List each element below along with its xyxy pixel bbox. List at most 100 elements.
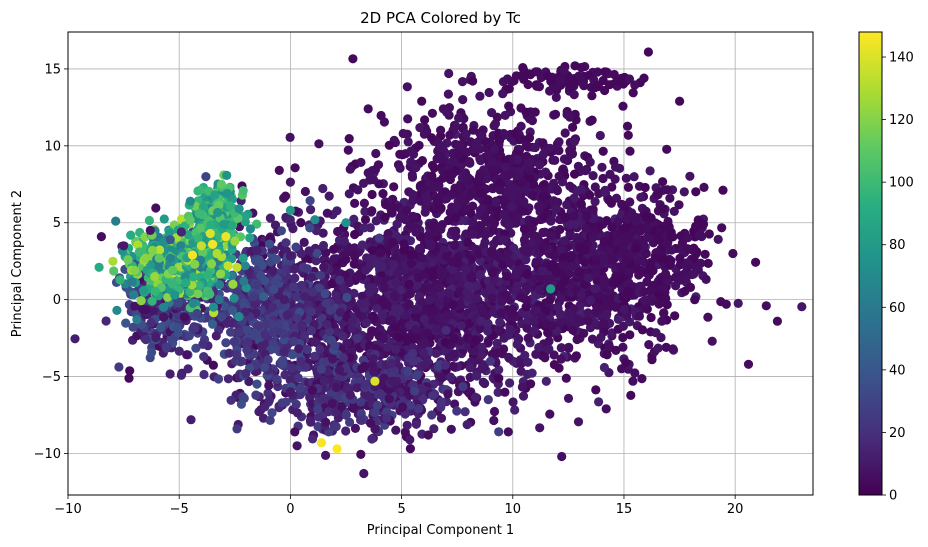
cloud-point: [451, 165, 461, 176]
cloud-point: [495, 317, 505, 327]
cloud-point: [289, 336, 299, 346]
cloud-point: [324, 406, 334, 416]
cloud-point: [114, 362, 124, 372]
cloud-point: [563, 393, 574, 403]
cloud-point: [499, 333, 509, 343]
cloud-point: [124, 373, 134, 383]
cloud-point: [403, 114, 413, 124]
cloud-point: [370, 408, 380, 418]
cloud-point: [487, 349, 497, 359]
cloud-point: [325, 326, 335, 336]
cloud-point: [601, 188, 611, 198]
cloud-point: [321, 298, 331, 308]
cloud-point: [556, 354, 566, 364]
cloud-point: [487, 157, 497, 167]
cloud-point: [140, 253, 150, 263]
cloud-point: [365, 287, 375, 298]
cloud-point: [296, 357, 306, 367]
cloud-point: [530, 107, 540, 117]
cloud-point: [452, 201, 462, 211]
cloud-point: [307, 385, 317, 395]
cloud-point: [300, 292, 310, 302]
cloud-point: [415, 243, 425, 253]
cloud-point: [267, 302, 278, 312]
cloud-point: [590, 284, 600, 294]
cloud-point: [594, 397, 604, 407]
cloud-point: [544, 344, 554, 354]
cloud-point: [305, 416, 316, 426]
cloud-point: [440, 360, 450, 370]
cloud-point: [458, 95, 468, 105]
cloud-point: [432, 324, 442, 334]
cloud-point: [194, 281, 204, 291]
cloud-point: [590, 269, 601, 279]
cloud-point: [477, 130, 487, 141]
cloud-point: [662, 144, 672, 154]
cloud-point: [318, 394, 328, 404]
cloud-point: [268, 327, 278, 337]
cloud-point: [179, 312, 189, 322]
cloud-point: [523, 333, 533, 343]
cloud-point: [431, 348, 441, 358]
cloud-point: [174, 298, 184, 308]
cloud-point: [402, 420, 412, 430]
cloud-point: [435, 269, 445, 279]
cloud-point: [458, 381, 468, 392]
cloud-point: [434, 313, 444, 323]
cloud-point: [269, 284, 279, 294]
cloud-point: [520, 350, 530, 360]
cloud-point: [404, 299, 414, 309]
cloud-point: [555, 224, 565, 235]
cloud-point: [600, 279, 610, 289]
cloud-point: [540, 227, 550, 237]
cloud-point: [312, 248, 322, 258]
cloud-point: [313, 306, 323, 316]
cloud-point: [679, 187, 689, 197]
cloud-point: [471, 139, 481, 149]
cloud-point: [478, 203, 488, 213]
cloud-point: [572, 334, 582, 345]
cloud-point: [321, 247, 331, 258]
cloud-point: [174, 346, 184, 356]
cloud-point: [494, 373, 504, 383]
cloud-point: [465, 158, 475, 168]
cloud-point: [528, 190, 538, 200]
cloud-point: [165, 253, 176, 263]
cloud-point: [235, 327, 245, 337]
cloud-point: [516, 121, 526, 131]
cloud-point: [338, 331, 348, 341]
cloud-point: [248, 292, 258, 302]
cloud-point: [468, 201, 478, 211]
cloud-point: [398, 402, 408, 412]
cloud-point: [579, 328, 589, 338]
cloud-point: [321, 417, 331, 427]
cloud-point: [183, 230, 194, 240]
cloud-point: [417, 156, 427, 166]
cloud-point: [489, 415, 499, 426]
cloud-point: [343, 145, 353, 155]
cloud-point: [421, 359, 431, 369]
cloud-point: [147, 296, 157, 306]
cloud-point: [392, 268, 402, 279]
cloud-point: [559, 260, 569, 270]
cloud-point: [647, 296, 657, 306]
cloud-point: [436, 397, 446, 407]
cloud-point: [345, 352, 355, 363]
cloud-point: [428, 266, 438, 277]
cloud-point: [461, 265, 471, 275]
cloud-point: [550, 109, 561, 119]
cloud-point: [599, 318, 609, 329]
cloud-point: [506, 309, 516, 319]
cloud-point: [521, 255, 531, 265]
cloud-point: [215, 280, 225, 290]
cloud-point: [414, 404, 424, 414]
cloud-point: [115, 275, 125, 285]
cloud-point: [377, 309, 387, 319]
cloud-point: [412, 281, 422, 291]
cloud-point: [260, 329, 270, 340]
cloud-point: [344, 134, 354, 144]
cloud-point: [285, 132, 295, 142]
cloud-point: [422, 196, 432, 206]
cloud-point: [540, 353, 550, 363]
cloud-point: [539, 241, 549, 251]
